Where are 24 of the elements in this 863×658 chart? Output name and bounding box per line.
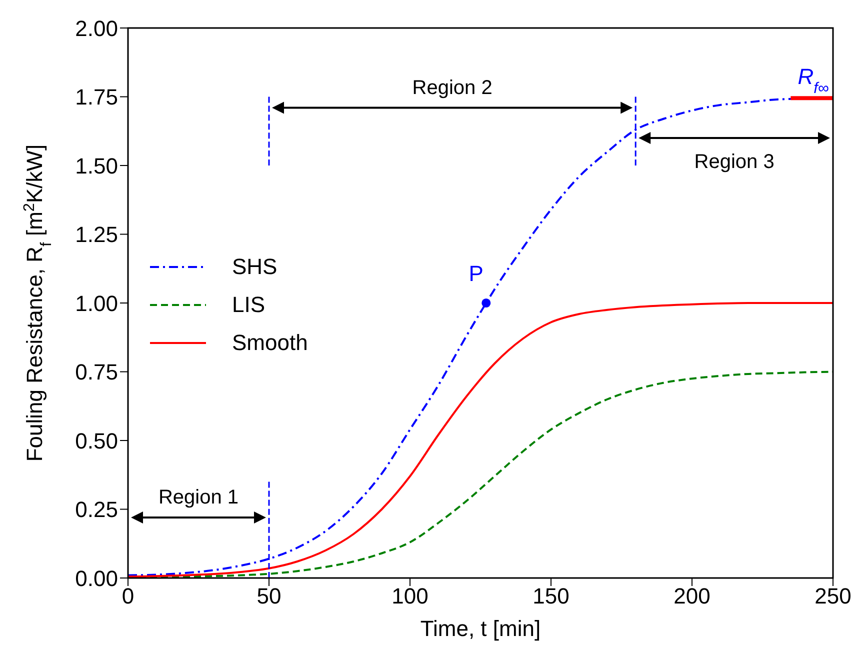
annotation: R$_{f∞}$ [798, 64, 829, 97]
annotation: Region 3 [694, 151, 774, 173]
x-tick-label: 100 [392, 584, 428, 609]
legend-label: LIS [232, 292, 266, 318]
x-tick-label: 0 [122, 584, 134, 609]
y-tick-label: 0.75 [75, 360, 118, 385]
y-tick-label: 1.25 [75, 222, 118, 248]
y-tick-label: 1.00 [75, 290, 118, 316]
legend-label: Smooth [232, 330, 308, 356]
x-tick-label: 250 [814, 584, 852, 609]
y-tick-label: 0.50 [75, 428, 118, 454]
y-tick-label: 0.00 [75, 566, 118, 591]
x-tick-label: 200 [674, 584, 710, 609]
legend-label: SHS [232, 254, 278, 280]
annotation: Region 1 [158, 486, 239, 508]
y-tick-label: 1.50 [75, 153, 118, 178]
annotation: P [468, 261, 484, 286]
y-tick-label: 1.75 [75, 84, 118, 110]
annotation: Region 2 [412, 76, 492, 99]
x-axis-title: Time, t [min] [420, 616, 541, 641]
x-tick-label: 150 [532, 584, 570, 609]
y-tick-label: 0.25 [75, 497, 118, 522]
x-tick-label: 50 [256, 584, 282, 609]
y-tick-label: 2.00 [75, 16, 118, 41]
